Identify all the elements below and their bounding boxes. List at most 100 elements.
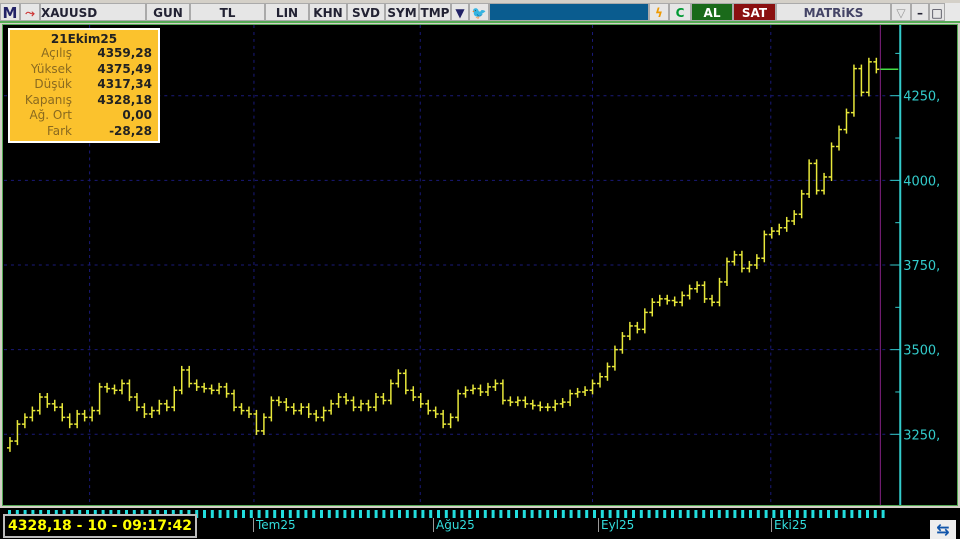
- time-tick: [655, 510, 659, 518]
- buy-button[interactable]: AL: [691, 3, 733, 21]
- svd-button[interactable]: SVD: [347, 3, 385, 21]
- info-date: 21Ekim25: [50, 32, 118, 46]
- info-value: 4375,49: [97, 61, 152, 76]
- time-tick: [663, 510, 667, 518]
- time-tick: [444, 510, 448, 518]
- time-tick: [218, 510, 222, 518]
- time-tick: [632, 510, 635, 518]
- time-tick: [359, 510, 362, 518]
- time-tick: [858, 510, 862, 518]
- news-bar[interactable]: [489, 3, 649, 21]
- time-tick: [491, 510, 495, 518]
- refresh-icon[interactable]: C: [669, 3, 691, 21]
- time-tick: [788, 510, 791, 518]
- time-tick: [390, 510, 394, 518]
- y-tick-label: 4000,: [903, 174, 940, 189]
- logo-button[interactable]: M: [0, 3, 20, 22]
- gun-button[interactable]: GUN: [146, 3, 190, 21]
- month-label: Tem25: [253, 518, 296, 532]
- y-tick-label: 4250,: [903, 90, 940, 105]
- toolbar: M ⤳ XAUUSD GUN TL LIN KHN SVD SYM TMP ▼ …: [0, 3, 960, 23]
- time-tick: [312, 510, 316, 518]
- time-tick: [873, 510, 877, 518]
- time-tick: [710, 510, 713, 518]
- time-tick: [413, 510, 417, 518]
- time-tick: [850, 510, 854, 518]
- info-row: Açılış 4359,28: [10, 46, 158, 62]
- menu-icon[interactable]: ▽: [891, 3, 911, 21]
- time-tick: [725, 510, 729, 518]
- symbol-field[interactable]: XAUUSD: [40, 3, 146, 21]
- dropdown-icon[interactable]: ▼: [451, 3, 469, 21]
- month-label: Eyl25: [598, 518, 634, 532]
- ohlc-info-panel: 21Ekim25 Açılış 4359,28 Yüksek 4375,49 Düşük…: [8, 28, 160, 143]
- time-tick: [772, 510, 776, 518]
- time-tick: [819, 510, 823, 518]
- time-tick: [398, 510, 401, 518]
- brand-logo: MATRiKS: [776, 3, 891, 21]
- time-tick: [421, 510, 425, 518]
- maximize-icon[interactable]: □: [929, 3, 945, 21]
- month-label: Ağu25: [433, 518, 475, 532]
- y-tick-label: 3500,: [903, 344, 940, 359]
- sell-button[interactable]: SAT: [733, 3, 776, 21]
- time-tick: [600, 510, 604, 518]
- time-tick: [593, 510, 596, 518]
- time-tick: [515, 510, 518, 518]
- time-tick: [351, 510, 355, 518]
- time-tick: [507, 510, 511, 518]
- time-tick: [694, 510, 698, 518]
- time-tick: [881, 510, 885, 518]
- info-label: Fark: [46, 123, 72, 138]
- time-tick: [569, 510, 573, 518]
- time-tick: [499, 510, 503, 518]
- time-tick: [546, 510, 550, 518]
- price-chart[interactable]: 3250, 3500, 3750, 4000, 4250,: [2, 24, 958, 506]
- chart-type-icon[interactable]: ⤳: [20, 3, 40, 21]
- scroll-button[interactable]: ⇆: [930, 520, 956, 539]
- time-tick: [585, 510, 589, 518]
- time-tick: [671, 510, 674, 518]
- sym-button[interactable]: SYM: [385, 3, 419, 21]
- tl-button[interactable]: TL: [190, 3, 265, 21]
- time-tick: [522, 510, 526, 518]
- time-tick: [366, 510, 370, 518]
- info-row: Ağ. Ort 0,00: [10, 108, 158, 124]
- time-tick: [554, 510, 557, 518]
- tmp-button[interactable]: TMP: [419, 3, 451, 21]
- time-tick: [749, 510, 752, 518]
- time-tick: [561, 510, 565, 518]
- y-tick-label: 3250,: [903, 428, 940, 443]
- lin-button[interactable]: LIN: [265, 3, 309, 21]
- time-tick: [795, 510, 799, 518]
- time-tick: [530, 510, 534, 518]
- time-tick: [842, 510, 846, 518]
- info-row: Yüksek 4375,49: [10, 62, 158, 78]
- info-label: Açılış: [41, 46, 72, 60]
- time-tick: [226, 510, 230, 518]
- info-value: 4317,34: [97, 77, 152, 91]
- time-tick: [811, 510, 815, 518]
- info-label: Kapanış: [24, 92, 72, 107]
- info-value: 4328,18: [97, 92, 152, 107]
- time-tick: [827, 510, 830, 518]
- info-label: Ağ. Ort: [29, 108, 72, 122]
- info-row: Düşük 4317,34: [10, 77, 158, 93]
- time-tick: [647, 510, 651, 518]
- info-row: Kapanış 4328,18: [10, 93, 158, 109]
- time-tick: [717, 510, 721, 518]
- minimize-icon[interactable]: –: [911, 3, 929, 21]
- flash-icon[interactable]: ϟ: [649, 3, 669, 21]
- twitter-icon[interactable]: 🐦: [469, 3, 489, 21]
- time-tick: [624, 510, 628, 518]
- time-tick: [405, 510, 409, 518]
- time-tick: [639, 510, 643, 518]
- khn-button[interactable]: KHN: [309, 3, 347, 21]
- time-tick: [538, 510, 542, 518]
- time-tick: [281, 510, 284, 518]
- time-tick: [320, 510, 323, 518]
- time-tick: [203, 510, 206, 518]
- time-tick: [437, 510, 440, 518]
- time-tick: [242, 510, 245, 518]
- time-tick: [702, 510, 706, 518]
